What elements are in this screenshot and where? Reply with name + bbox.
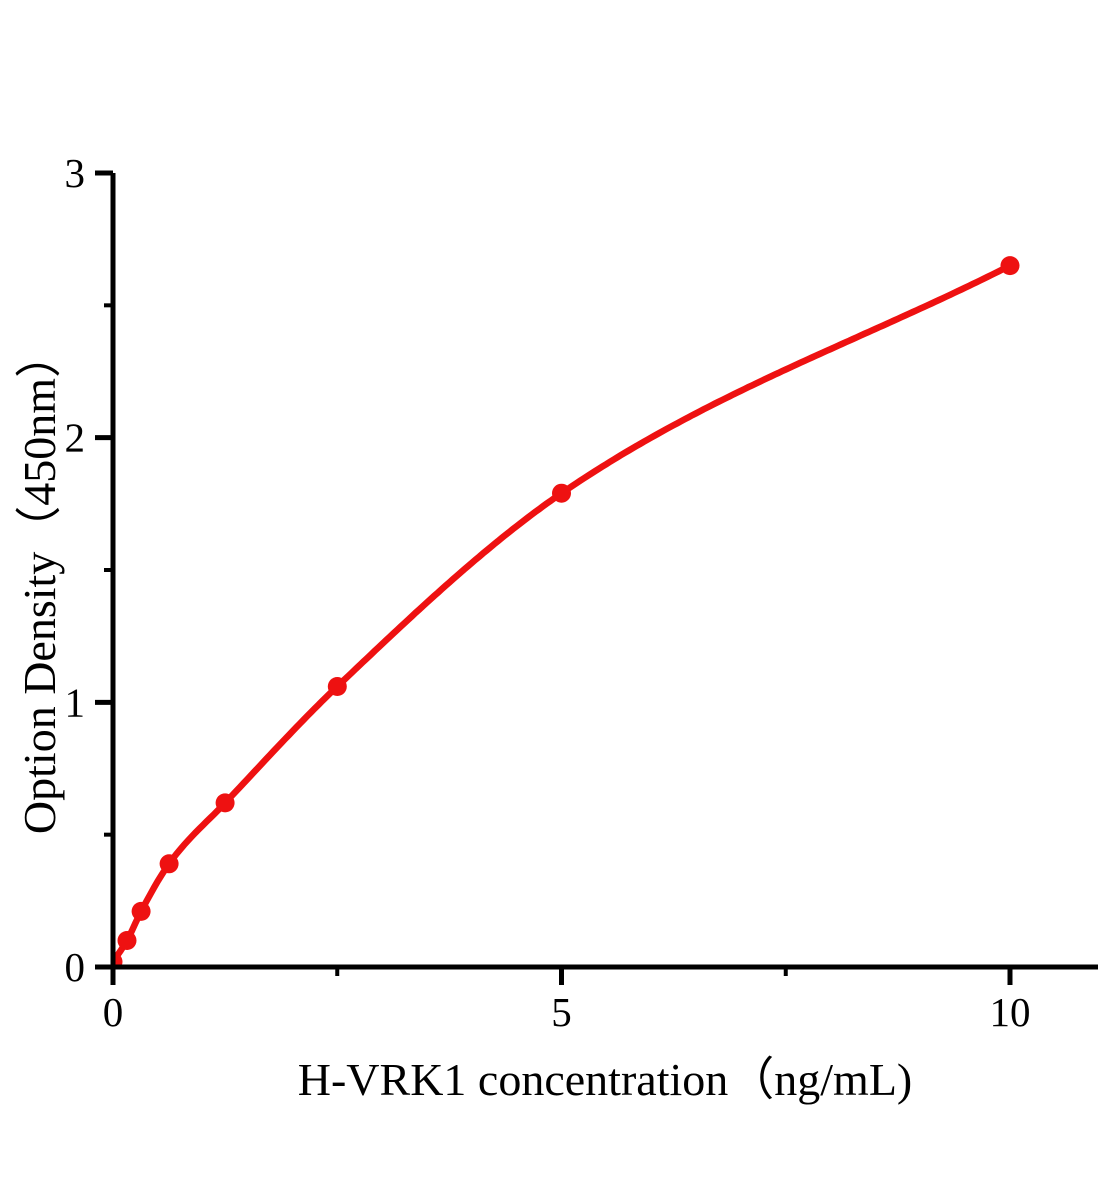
y-tick-label: 2 (65, 415, 86, 461)
data-point (215, 793, 235, 813)
axes-layer (95, 170, 1098, 985)
tick-label-layer: 0 1 2 3 0 5 10 (65, 150, 1031, 1035)
y-tick-label: 0 (65, 944, 86, 990)
data-point (117, 931, 137, 950)
y-axis-title: Option Density（450nm） (14, 332, 65, 834)
y-tick-label: 1 (65, 679, 86, 725)
x-tick-label: 10 (990, 989, 1031, 1035)
data-point (327, 677, 347, 696)
x-tick-label: 0 (103, 989, 124, 1035)
data-point (1000, 256, 1020, 276)
y-tick-label: 3 (65, 150, 86, 196)
data-point (159, 854, 179, 874)
data-point (552, 483, 571, 503)
data-series-layer (113, 256, 1020, 969)
x-axis-title: H-VRK1 concentration（ng/mL) (298, 1054, 912, 1105)
data-point (131, 901, 151, 921)
fit-curve (113, 262, 1014, 965)
x-tick-label: 5 (551, 989, 572, 1035)
